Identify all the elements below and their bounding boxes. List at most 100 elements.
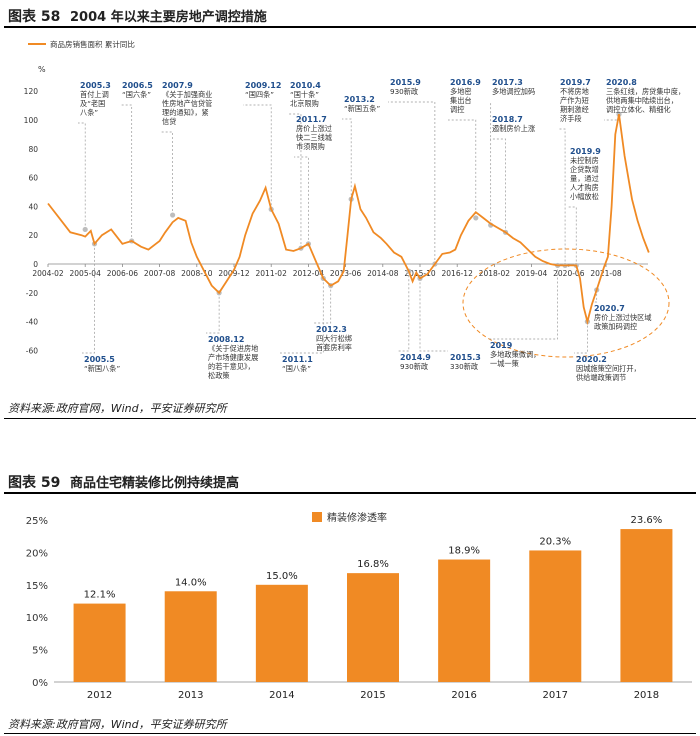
bar-value-label: 18.9% [448, 546, 480, 557]
event-date: 2017.3 [492, 78, 523, 87]
bar-2015 [347, 573, 399, 682]
y-tick-label: 80 [28, 145, 38, 154]
event-text: 一城一策 [490, 359, 519, 368]
figure58-title: 2004 年以来主要房地产调控措施 [70, 10, 267, 25]
event-text: 人才购房 [570, 183, 599, 192]
figure58-title-bar: 图表 58 2004 年以来主要房地产调控措施 [4, 4, 696, 28]
x-tick-label: 2009-12 [218, 269, 250, 278]
x-tick-label: 2016-12 [442, 269, 474, 278]
event-text: 产作为短 [560, 96, 589, 105]
event-text: 930新政 [390, 87, 418, 96]
event-text: 供给端政策调节 [576, 373, 626, 382]
bar-value-label: 14.0% [175, 577, 207, 588]
x-tick-label: 2016 [451, 690, 476, 701]
legend-label-sales-area: 商品房销售面积 累计同比 [50, 39, 135, 49]
event-connector [490, 138, 506, 233]
event-text: 多地调控加码 [492, 87, 535, 96]
event-text: 北京限购 [290, 99, 319, 108]
y-tick-label: -40 [26, 318, 38, 327]
event-text: 产市场健康发展 [208, 353, 258, 362]
x-tick-label: 2008-10 [181, 269, 213, 278]
event-annotation: 2006.5“国六条” [122, 81, 153, 99]
y-tick-label: -20 [26, 289, 38, 298]
y-tick-label: 10% [26, 613, 48, 624]
event-annotation: 2010.4“国十条”北京限购 [290, 81, 321, 108]
event-date: 2020.8 [606, 78, 637, 87]
event-connector [419, 278, 448, 352]
bar-2014 [255, 584, 308, 682]
bar-2017 [529, 550, 582, 682]
y-tick-label: -60 [26, 346, 38, 355]
x-tick-label: 2015-10 [404, 269, 436, 278]
event-date: 2008.12 [208, 335, 244, 344]
y-tick-label: 25% [26, 516, 48, 527]
event-text: 因城施策空间打开， [576, 364, 641, 373]
event-text: 八条” [80, 108, 98, 117]
event-text: 供地两集中陆续出台， [606, 96, 678, 105]
y-tick-label: 0 [33, 260, 38, 269]
event-annotation: 2011.1“国八条” [282, 355, 313, 373]
event-connector [488, 265, 558, 340]
event-text: 遏制房价上涨 [492, 124, 535, 133]
event-date: 2012.3 [316, 325, 347, 334]
bar-2012 [73, 603, 126, 682]
y-axis-unit: % [38, 65, 46, 74]
figure59-source: 资料来源:政府官网，Wind，平安证券研究所 [8, 718, 227, 731]
event-date: 2015.9 [390, 78, 421, 87]
x-tick-label: 2004-02 [32, 269, 64, 278]
event-connector [342, 118, 352, 200]
event-text: 性房地产信贷管 [162, 99, 212, 108]
event-connector [558, 128, 566, 266]
event-connector [592, 289, 598, 303]
legend-label-penetration: 精装修渗透率 [327, 511, 387, 524]
policy-line-chart: 商品房销售面积 累计同比 % 120 100 80 60 40 20 0 -20 -40 -60 2… [24, 39, 685, 382]
figure59-bottom-rule [4, 733, 696, 734]
event-text: 企贷款增 [570, 165, 599, 174]
event-date: 2020.2 [576, 355, 607, 364]
event-date: 2011.1 [282, 355, 313, 364]
event-connector [294, 156, 309, 244]
event-connector [398, 271, 410, 352]
x-tick-label: 2021-08 [590, 269, 622, 278]
event-text: 调控立体化、精细化 [606, 105, 671, 114]
bar-value-label: 15.0% [266, 571, 298, 582]
bar-value-label: 12.1% [84, 590, 116, 601]
x-tick-label: 2012 [87, 690, 112, 701]
figure58-bottom-rule [4, 418, 696, 419]
event-marker [473, 215, 479, 221]
event-text: 政策加码调控 [594, 322, 637, 331]
event-text: 未控制房 [570, 156, 599, 165]
event-text: 不将房地 [560, 87, 589, 96]
x-tick-label: 2012-04 [293, 269, 325, 278]
event-date: 2016.9 [450, 78, 481, 87]
event-text: 松政策 [208, 371, 230, 380]
event-annotation: 2013.2“新国五条” [344, 95, 380, 113]
event-date: 2007.9 [162, 81, 193, 90]
x-tick-label: 2014-08 [367, 269, 399, 278]
bar-2013 [164, 591, 217, 682]
event-text: 多地密 [450, 87, 472, 96]
x-tick-label: 2006-06 [107, 269, 139, 278]
event-date: 2009.12 [245, 81, 281, 90]
event-connector [314, 285, 332, 324]
event-connector [280, 278, 324, 354]
bar-value-label: 23.6% [631, 515, 663, 526]
event-text: 多地政策微调， [490, 350, 540, 359]
event-text: 的若干意见》， [208, 362, 255, 371]
event-connector [78, 122, 86, 230]
x-tick-label: 2007-08 [144, 269, 176, 278]
event-date: 2019.7 [560, 78, 591, 87]
series-line-sales-area [47, 114, 650, 326]
x-tick-label: 2014 [269, 690, 294, 701]
y-tick-label: 5% [32, 646, 48, 657]
